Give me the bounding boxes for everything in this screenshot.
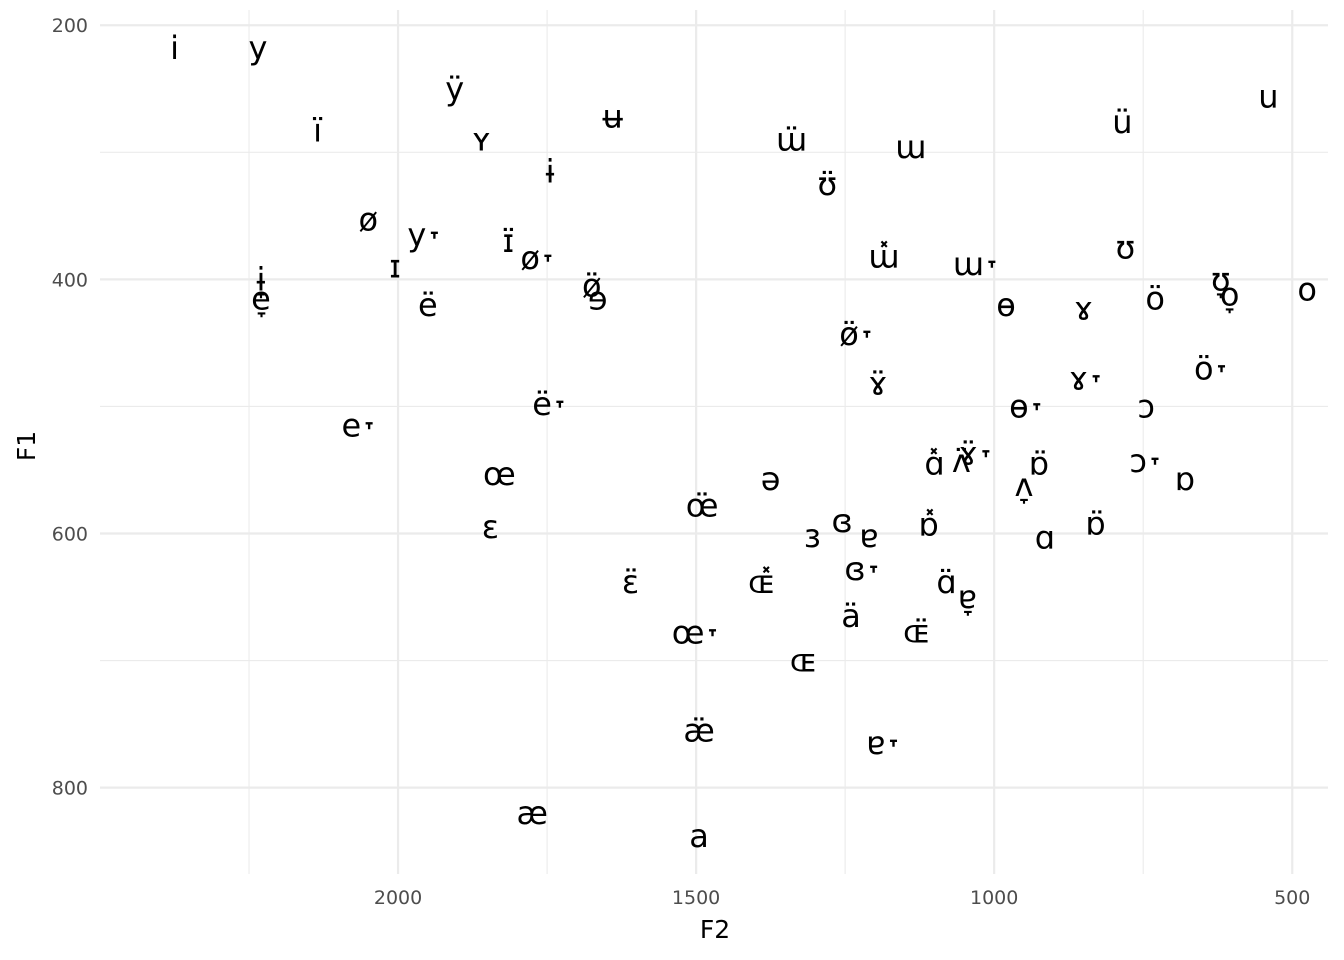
y-axis-ticks: 200 400 600 800 [52,15,88,799]
vowel-point-label: ʌ̞ [1015,466,1034,504]
y-axis-title: F1 [12,431,41,461]
x-tick-label: 1000 [970,887,1018,909]
vowel-point-label: ɜ [804,517,821,555]
vowel-point-label: œ [483,455,516,493]
x-tick-label: 1500 [672,887,720,909]
vowel-point-label: ø˕ [520,239,556,277]
grid [100,10,1328,874]
vowel-point-label: ɘ [588,279,608,317]
vowel-point-label: e˕ [341,406,377,444]
vowel-point-label: ɵ [996,286,1016,324]
vowel-point-label: ɑ [1035,518,1055,556]
vowel-point-label: ö [1145,279,1165,317]
vowel-point-label: æ̈ [683,711,714,749]
vowel-point-label: ø̈ [582,267,602,305]
vowel-point-label: ï [312,112,323,150]
vowel-point-label: ä [841,597,861,635]
vowel-point-label: ʊ̞ [1211,260,1231,298]
vowel-point-label: ɯ̽ [868,237,899,275]
vowel-point-label: a [689,817,709,855]
vowel-point-label: ɔ˕ [1129,442,1163,480]
vowel-point-label: ɐ˕ [866,724,901,762]
vowel-point-label: ɐ̞ [958,578,977,616]
vowel-point-label: ɒ̈ [1029,445,1049,483]
vowel-point-label: ø [358,201,378,239]
vowel-point-label: i [170,29,179,67]
vowel-point-label: ɒ [1175,460,1195,498]
vowel-point-label: ɐ [859,517,878,555]
vowel-point-label: u [1258,77,1278,115]
y-tick-label: 600 [52,523,88,545]
vowel-point-label: ɪ̈ [502,222,514,260]
vowel-point-label: ɒ̽ [918,506,938,544]
y-tick-label: 200 [52,15,88,37]
vowel-point-label: ɛ [482,508,499,546]
vowel-point-label: ʏ [472,121,492,159]
vowel-point-label: ɨ̞ [257,260,266,298]
vowel-point-label: ɶ̽ [748,563,775,601]
vowel-point-label: ÿ [445,70,464,108]
vowel-point-label: ʌ̈ [952,442,971,480]
vowel-point-label: ɑ̽ [924,445,944,483]
vowel-point-label: œ˕ [672,614,721,652]
vowel-point-label: ɤ˕ [1069,359,1104,397]
vowel-point-label: ɶ [790,642,817,680]
x-axis-title: F2 [700,915,730,944]
vowel-point-label: o [1297,271,1317,309]
vowel-point-label: ɞ [832,502,853,540]
vowel-point-label: ø̈˕ [839,315,875,353]
vowel-point-label: ɤ̈ [868,365,887,403]
vowel-point-label: ɑ̈ [936,563,956,601]
vowel-point-label: y [249,29,268,67]
vowel-point-label: ɯ̈ [776,121,807,159]
vowel-point-label: ɛ̈ [622,563,639,601]
vowel-point-label: ɯ [895,128,926,166]
y-tick-label: 800 [52,778,88,800]
vowel-point-label: ɨ [546,152,555,190]
x-tick-label: 500 [1274,887,1310,909]
vowel-point-label: y˕ [407,216,442,254]
vowel-point-label: ɪ [389,248,401,286]
vowel-point-label: ʊ [1115,229,1135,267]
vowel-point-label: æ [516,794,547,832]
vowel-point-label: ʉ [603,98,624,136]
vowel-point-label: ɤ̈˕ [959,434,994,472]
vowel-point-label: ü [1112,103,1132,141]
vowel-point-label: ɶ̈ [903,612,930,650]
vowel-point-label: ɒ̈ [1085,504,1105,542]
vowel-point-label: ə [761,460,781,498]
vowel-point-label: ɯ˕ [953,245,1000,283]
vowel-point-label: ɤ [1074,290,1093,328]
vowel-point-label: ɔ [1137,387,1155,425]
vowel-point-label: e̞ [251,279,271,317]
x-axis-ticks: 2000 1500 1000 500 [374,887,1310,909]
vowel-point-label: œ̈ [686,487,719,525]
vowel-point-label: ɞ˕ [844,550,881,588]
x-tick-label: 2000 [374,887,422,909]
vowel-point-label: ë [418,286,438,324]
vowel-point-label: o̞ [1220,276,1240,314]
data-points: i y ÿ ï ʏ ʉ ɯ̈ ɯ ü u ɨ ʊ̈ ø y˕ ɪ̈ ø˕ ɯ̽ ɯ˕ ʊ ɪ ɨ̞e̞ ë ø̈ɘ ʊ̞ ö o̞… [170,29,1317,855]
vowel-point-label: ʊ̈ [817,165,837,203]
y-tick-label: 400 [52,269,88,291]
vowel-point-label: ö˕ [1194,349,1230,387]
vowel-point-label: ɵ˕ [1009,387,1045,425]
vowel-point-label: ë˕ [532,385,568,423]
